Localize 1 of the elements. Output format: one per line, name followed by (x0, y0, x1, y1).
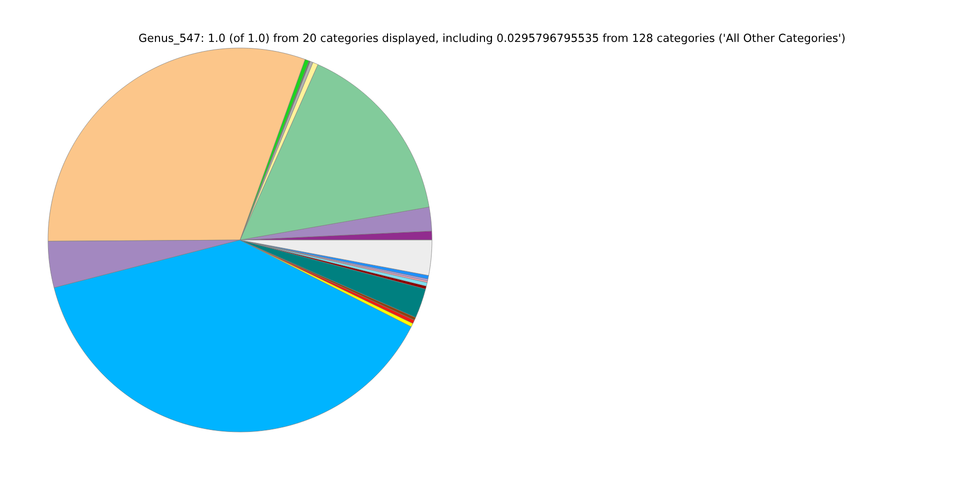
text: Genus_547: 1.0 (of 1.0) from 20 categories displayed, including 0.0295796795535 from 128 categories ('All Other Categories') (139, 33, 845, 45)
